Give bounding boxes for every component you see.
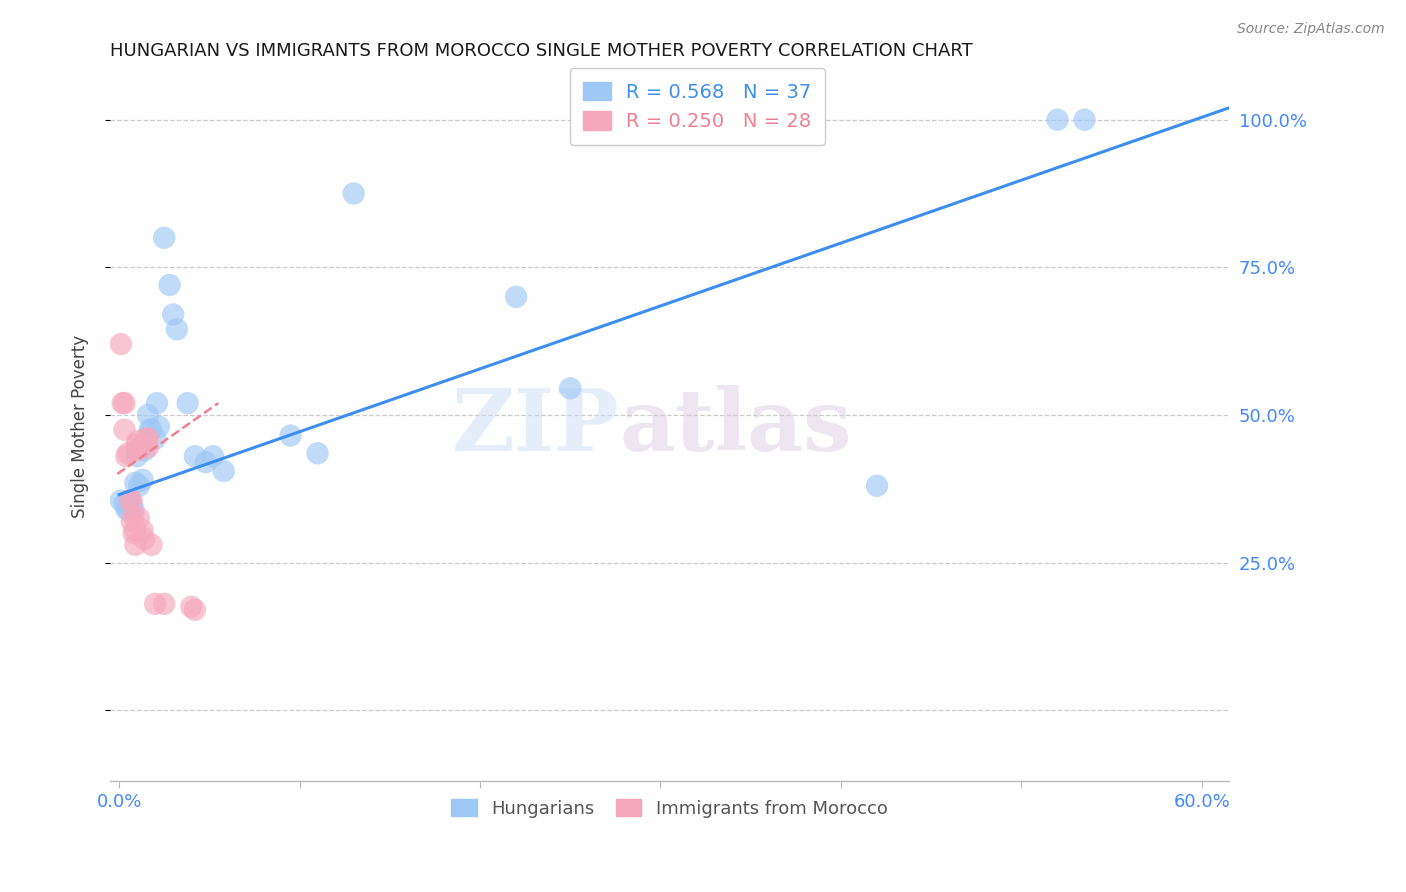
Point xyxy=(118,493,141,508)
Point xyxy=(121,514,143,528)
Point xyxy=(162,308,184,322)
Point xyxy=(136,441,159,455)
Point xyxy=(124,538,146,552)
Point xyxy=(194,455,217,469)
Point xyxy=(110,337,132,351)
Point xyxy=(134,443,156,458)
Point xyxy=(141,538,163,552)
Y-axis label: Single Mother Poverty: Single Mother Poverty xyxy=(72,335,89,518)
Point xyxy=(136,408,159,422)
Point xyxy=(146,396,169,410)
Point xyxy=(128,511,150,525)
Point xyxy=(141,423,163,437)
Point xyxy=(122,502,145,516)
Point xyxy=(115,449,138,463)
Point xyxy=(129,441,152,455)
Point xyxy=(184,603,207,617)
Point xyxy=(115,502,138,516)
Point xyxy=(176,396,198,410)
Point xyxy=(121,493,143,508)
Text: atlas: atlas xyxy=(619,384,852,468)
Point xyxy=(505,290,527,304)
Point xyxy=(127,434,149,449)
Point xyxy=(343,186,366,201)
Point xyxy=(866,479,889,493)
Point xyxy=(110,493,132,508)
Point xyxy=(124,523,146,537)
Point xyxy=(1073,112,1095,127)
Point xyxy=(114,396,136,410)
Point xyxy=(307,446,329,460)
Point xyxy=(134,532,156,546)
Point xyxy=(136,432,159,446)
Point xyxy=(139,423,162,437)
Point xyxy=(117,502,139,516)
Point xyxy=(122,508,145,523)
Point xyxy=(118,493,141,508)
Point xyxy=(121,500,143,514)
Point xyxy=(159,278,181,293)
Point xyxy=(114,423,136,437)
Text: ZIP: ZIP xyxy=(451,384,619,468)
Point xyxy=(143,432,166,446)
Point xyxy=(127,443,149,458)
Point xyxy=(201,449,224,463)
Point xyxy=(114,496,136,510)
Legend: Hungarians, Immigrants from Morocco: Hungarians, Immigrants from Morocco xyxy=(444,792,894,825)
Point xyxy=(148,419,170,434)
Point xyxy=(127,437,149,451)
Point xyxy=(143,597,166,611)
Point xyxy=(280,428,302,442)
Point xyxy=(128,479,150,493)
Point xyxy=(131,473,153,487)
Point xyxy=(184,449,207,463)
Point xyxy=(122,526,145,541)
Point xyxy=(1046,112,1069,127)
Point xyxy=(127,449,149,463)
Point xyxy=(212,464,235,478)
Text: Source: ZipAtlas.com: Source: ZipAtlas.com xyxy=(1237,22,1385,37)
Point xyxy=(111,396,134,410)
Point xyxy=(129,441,152,455)
Point xyxy=(153,597,176,611)
Point xyxy=(153,231,176,245)
Point xyxy=(124,475,146,490)
Point xyxy=(135,432,157,446)
Point xyxy=(166,322,188,336)
Point xyxy=(135,432,157,446)
Text: HUNGARIAN VS IMMIGRANTS FROM MOROCCO SINGLE MOTHER POVERTY CORRELATION CHART: HUNGARIAN VS IMMIGRANTS FROM MOROCCO SIN… xyxy=(110,42,973,60)
Point xyxy=(131,523,153,537)
Point xyxy=(560,381,582,395)
Point xyxy=(180,599,202,614)
Point xyxy=(117,446,139,460)
